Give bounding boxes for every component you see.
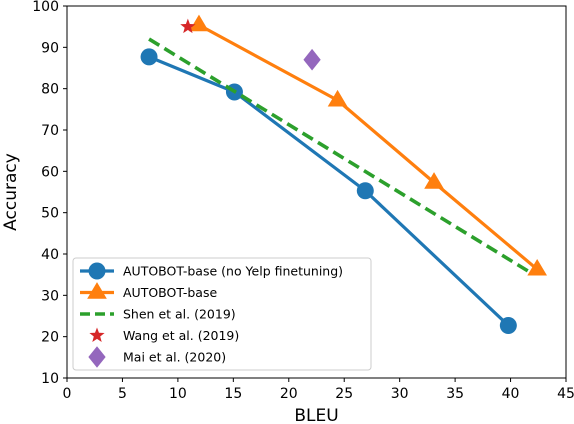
x-tick-label: 0 xyxy=(63,386,72,402)
legend-marker-triangle xyxy=(87,282,107,299)
series-layer xyxy=(140,14,548,335)
legend-marker-star xyxy=(89,327,105,342)
y-tick-label: 100 xyxy=(32,0,59,15)
legend-box xyxy=(72,257,372,371)
legend-item: AUTOBOT-base (no Yelp finetuning) xyxy=(80,262,343,280)
series-line xyxy=(148,37,532,275)
series-shen-et-al-2019 xyxy=(148,37,532,275)
legend-item: Wang et al. (2019) xyxy=(89,327,239,343)
legend: AUTOBOT-base (no Yelp finetuning) AUTOBOT… xyxy=(72,257,372,371)
x-tick-label: 10 xyxy=(169,386,187,402)
x-axis: 0 5 10 15 20 25 30 35 40 45 xyxy=(63,378,574,402)
x-axis-label: BLEU xyxy=(294,406,338,424)
legend-label: AUTOBOT-base (no Yelp finetuning) xyxy=(123,264,343,279)
x-tick-label: 5 xyxy=(118,386,127,402)
x-tick-label: 30 xyxy=(391,386,409,402)
x-tick-label: 20 xyxy=(280,386,298,402)
series-line xyxy=(198,23,539,271)
series-autobot-base xyxy=(189,14,548,276)
legend-label: AUTOBOT-base xyxy=(123,285,217,300)
x-tick-label: 35 xyxy=(446,386,464,402)
legend-marker-diamond xyxy=(88,346,106,368)
data-point-circle xyxy=(356,182,374,200)
series-line xyxy=(148,55,510,327)
plot-area xyxy=(66,5,567,379)
legend-label: Mai et al. (2020) xyxy=(123,350,226,365)
y-axis-label: Accuracy xyxy=(1,153,21,231)
plot-frame xyxy=(66,5,567,379)
y-axis: 10 20 30 40 50 60 70 80 90 100 xyxy=(32,0,67,387)
legend-item: Shen et al. (2019) xyxy=(80,307,236,322)
y-tick-label: 90 xyxy=(41,40,59,56)
data-point-circle xyxy=(499,317,517,335)
x-tick-label: 40 xyxy=(502,386,520,402)
legend-label: Wang et al. (2019) xyxy=(123,328,239,343)
data-point-circle xyxy=(140,48,158,66)
data-point-star xyxy=(180,18,196,34)
x-tick-label: 25 xyxy=(335,386,353,402)
y-tick-label: 50 xyxy=(41,206,59,222)
y-tick-label: 10 xyxy=(41,371,59,387)
data-point-triangle xyxy=(527,258,548,276)
y-tick-label: 40 xyxy=(41,247,59,263)
x-tick-label: 15 xyxy=(224,386,242,402)
data-point-triangle xyxy=(424,172,444,189)
series-wang-et-al-2019 xyxy=(180,18,196,34)
data-point-triangle xyxy=(189,14,209,32)
y-tick-label: 20 xyxy=(41,330,59,346)
data-point-diamond xyxy=(303,48,321,71)
y-tick-label: 30 xyxy=(41,288,59,304)
data-point-triangle xyxy=(327,89,348,107)
legend-label: Shen et al. (2019) xyxy=(123,307,236,322)
x-tick-label: 45 xyxy=(557,386,574,402)
y-tick-label: 70 xyxy=(41,123,59,139)
legend-item: AUTOBOT-base xyxy=(80,282,217,300)
series-mai-et-al-2020 xyxy=(303,48,321,71)
legend-marker-circle xyxy=(88,262,106,280)
y-tick-label: 60 xyxy=(41,164,59,180)
legend-item: Mai et al. (2020) xyxy=(88,346,226,368)
y-tick-label: 80 xyxy=(41,82,59,98)
